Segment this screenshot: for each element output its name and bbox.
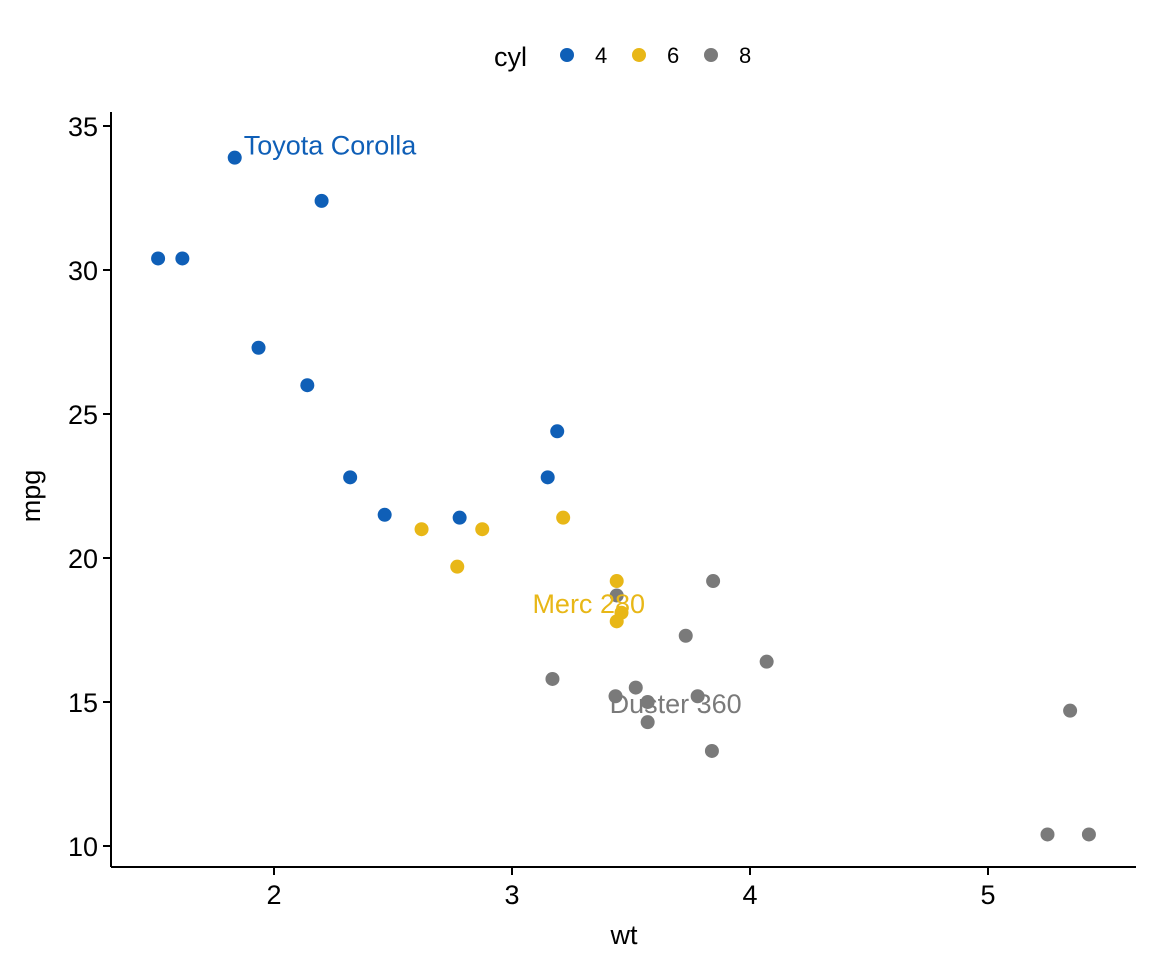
legend-label: 6 [667, 43, 679, 68]
data-point-cyl-4 [343, 470, 358, 485]
point-label: Merc 280 [532, 589, 645, 619]
data-point-cyl-8 [1063, 703, 1078, 718]
data-point-cyl-6 [609, 614, 624, 629]
y-tick-label: 35 [68, 112, 98, 142]
y-tick-label: 10 [68, 832, 98, 862]
data-point-cyl-8 [690, 689, 705, 704]
legend-key-marker [704, 48, 718, 62]
y-tick-label: 20 [68, 544, 98, 574]
data-point-cyl-4 [314, 193, 329, 208]
legend-label: 8 [739, 43, 751, 68]
y-axis-title: mpg [16, 470, 46, 523]
data-point-cyl-4 [151, 251, 166, 266]
data-point-cyl-8 [1040, 827, 1055, 842]
data-point-cyl-4 [540, 470, 555, 485]
data-point-cyl-4 [377, 507, 392, 522]
data-points [151, 150, 1096, 842]
data-point-cyl-8 [704, 743, 719, 758]
data-point-cyl-6 [609, 574, 624, 589]
x-axis-title: wt [610, 920, 638, 950]
x-tick-label: 2 [266, 880, 281, 910]
legend-key-marker [560, 48, 574, 62]
point-label: Toyota Corolla [244, 131, 418, 161]
annotations: Toyota Corolla Merc 280 Duster 360 [244, 131, 742, 719]
legend-key-marker [632, 48, 646, 62]
data-point-cyl-8 [545, 671, 560, 686]
data-point-cyl-6 [475, 522, 490, 537]
x-ticks: 2 3 4 5 [266, 867, 996, 910]
data-point-cyl-8 [1081, 827, 1096, 842]
data-point-cyl-6 [556, 510, 571, 525]
data-point-cyl-6 [414, 522, 429, 537]
point-label: Duster 360 [610, 689, 742, 719]
data-point-cyl-8 [678, 628, 693, 643]
data-point-cyl-8 [759, 654, 774, 669]
data-point-cyl-4 [452, 510, 467, 525]
axes: 2 3 4 5 10 15 20 25 30 35 wt mpg [16, 112, 1136, 950]
data-point-cyl-4 [300, 378, 315, 393]
y-tick-label: 30 [68, 256, 98, 286]
legend-item-cyl-6: 6 [632, 43, 679, 68]
legend-label: 4 [595, 43, 607, 68]
y-tick-label: 25 [68, 400, 98, 430]
data-point-cyl-6 [450, 559, 465, 574]
data-point-cyl-4 [251, 340, 266, 355]
data-point-cyl-8 [706, 574, 721, 589]
data-point-cyl-4 [175, 251, 190, 266]
y-ticks: 10 15 20 25 30 35 [68, 112, 111, 862]
data-point-cyl-4 [550, 424, 565, 439]
x-tick-label: 3 [504, 880, 519, 910]
legend-item-cyl-4: 4 [560, 43, 607, 68]
data-point-cyl-8 [628, 680, 643, 695]
data-point-cyl-4 [227, 150, 242, 165]
data-point-cyl-8 [640, 695, 655, 709]
y-tick-label: 15 [68, 688, 98, 718]
data-point-cyl-8 [608, 689, 623, 704]
legend-title: cyl [494, 42, 527, 72]
data-point-cyl-8 [640, 715, 655, 730]
x-tick-label: 4 [742, 880, 757, 910]
data-point-cyl-8 [609, 588, 624, 603]
legend: cyl 4 6 8 [494, 42, 751, 72]
x-tick-label: 5 [980, 880, 995, 910]
legend-item-cyl-8: 8 [704, 43, 751, 68]
